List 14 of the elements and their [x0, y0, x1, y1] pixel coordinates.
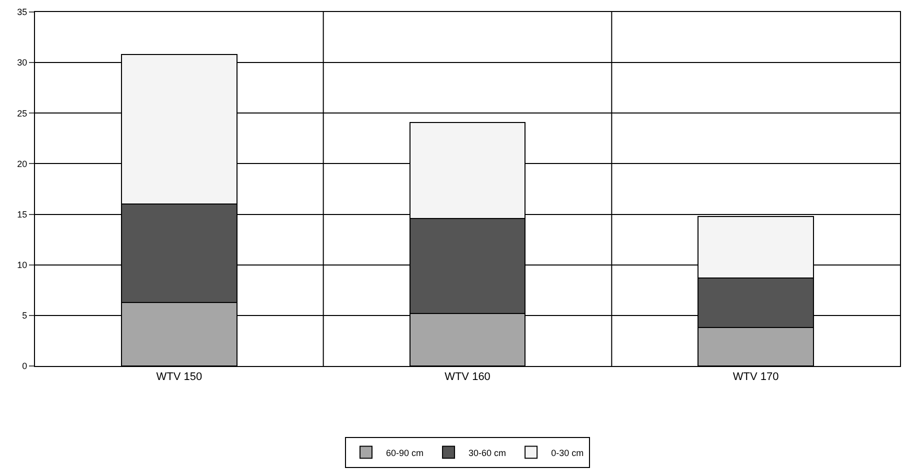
y-tick-label: 35	[17, 7, 28, 18]
x-tick-label: WTV 160	[444, 371, 490, 384]
y-tick-label: 10	[17, 260, 28, 270]
y-tick-label: 20	[17, 158, 28, 169]
legend-label: 30-60 cm	[468, 448, 506, 458]
legend-label: 0-30 cm	[551, 448, 584, 458]
x-tick-label: WTV 170	[732, 371, 779, 384]
y-tick-label: 25	[17, 108, 28, 118]
y-tick-label: 5	[22, 310, 28, 321]
y-tick-label: 0	[22, 361, 28, 372]
legend-label: 60-90 cm	[386, 448, 424, 458]
x-tick-label: WTV 150	[156, 371, 202, 384]
y-tick-label: 30	[17, 58, 28, 68]
y-tick-label: 15	[17, 209, 28, 220]
